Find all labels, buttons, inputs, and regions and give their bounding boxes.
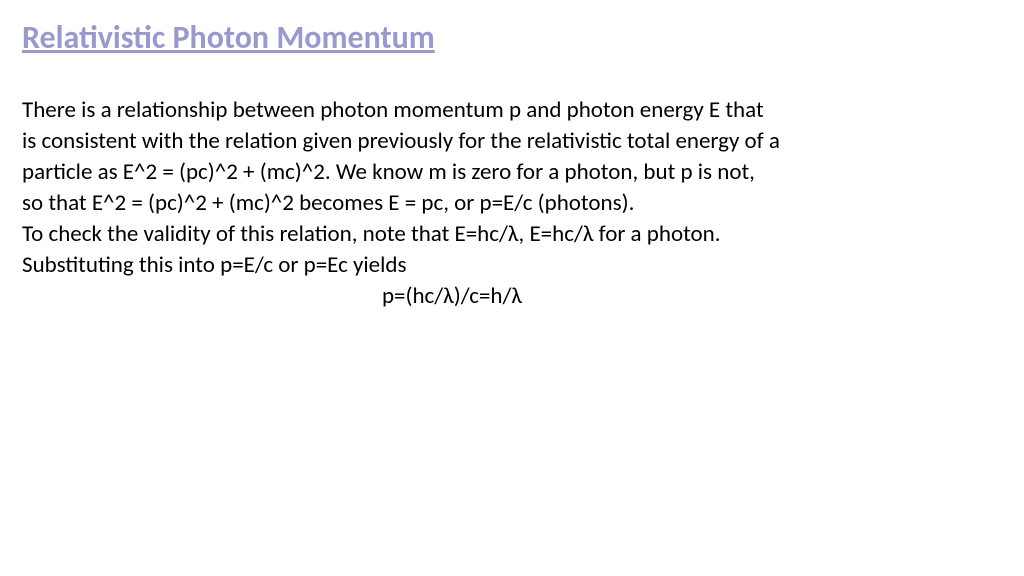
- body-line-2: is consistent with the relation given pr…: [22, 126, 1002, 157]
- final-equation: p=(hc/λ)/c=h/λ: [22, 281, 1002, 312]
- body-line-1: There is a relationship between photon m…: [22, 95, 1002, 126]
- body-line-4: so that E^2 = (pc)^2 + (mc)^2 becomes E …: [22, 188, 1002, 219]
- body-line-3: particle as E^2 = (pc)^2 + (mc)^2. We kn…: [22, 157, 1002, 188]
- body-line-5: To check the validity of this relation, …: [22, 219, 1002, 250]
- body-paragraph: There is a relationship between photon m…: [22, 95, 1002, 281]
- body-line-6: Substituting this into p=E/c or p=Ec yie…: [22, 250, 1002, 281]
- page-title: Relativistic Photon Momentum: [22, 18, 1002, 57]
